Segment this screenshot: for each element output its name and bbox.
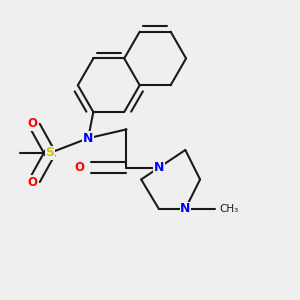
Text: N: N — [180, 202, 190, 215]
Text: O: O — [74, 161, 84, 174]
Text: O: O — [27, 117, 37, 130]
Text: CH₃: CH₃ — [220, 204, 239, 214]
Text: S: S — [45, 146, 54, 159]
Text: N: N — [83, 132, 93, 145]
Text: O: O — [27, 176, 37, 189]
Text: N: N — [154, 161, 164, 174]
